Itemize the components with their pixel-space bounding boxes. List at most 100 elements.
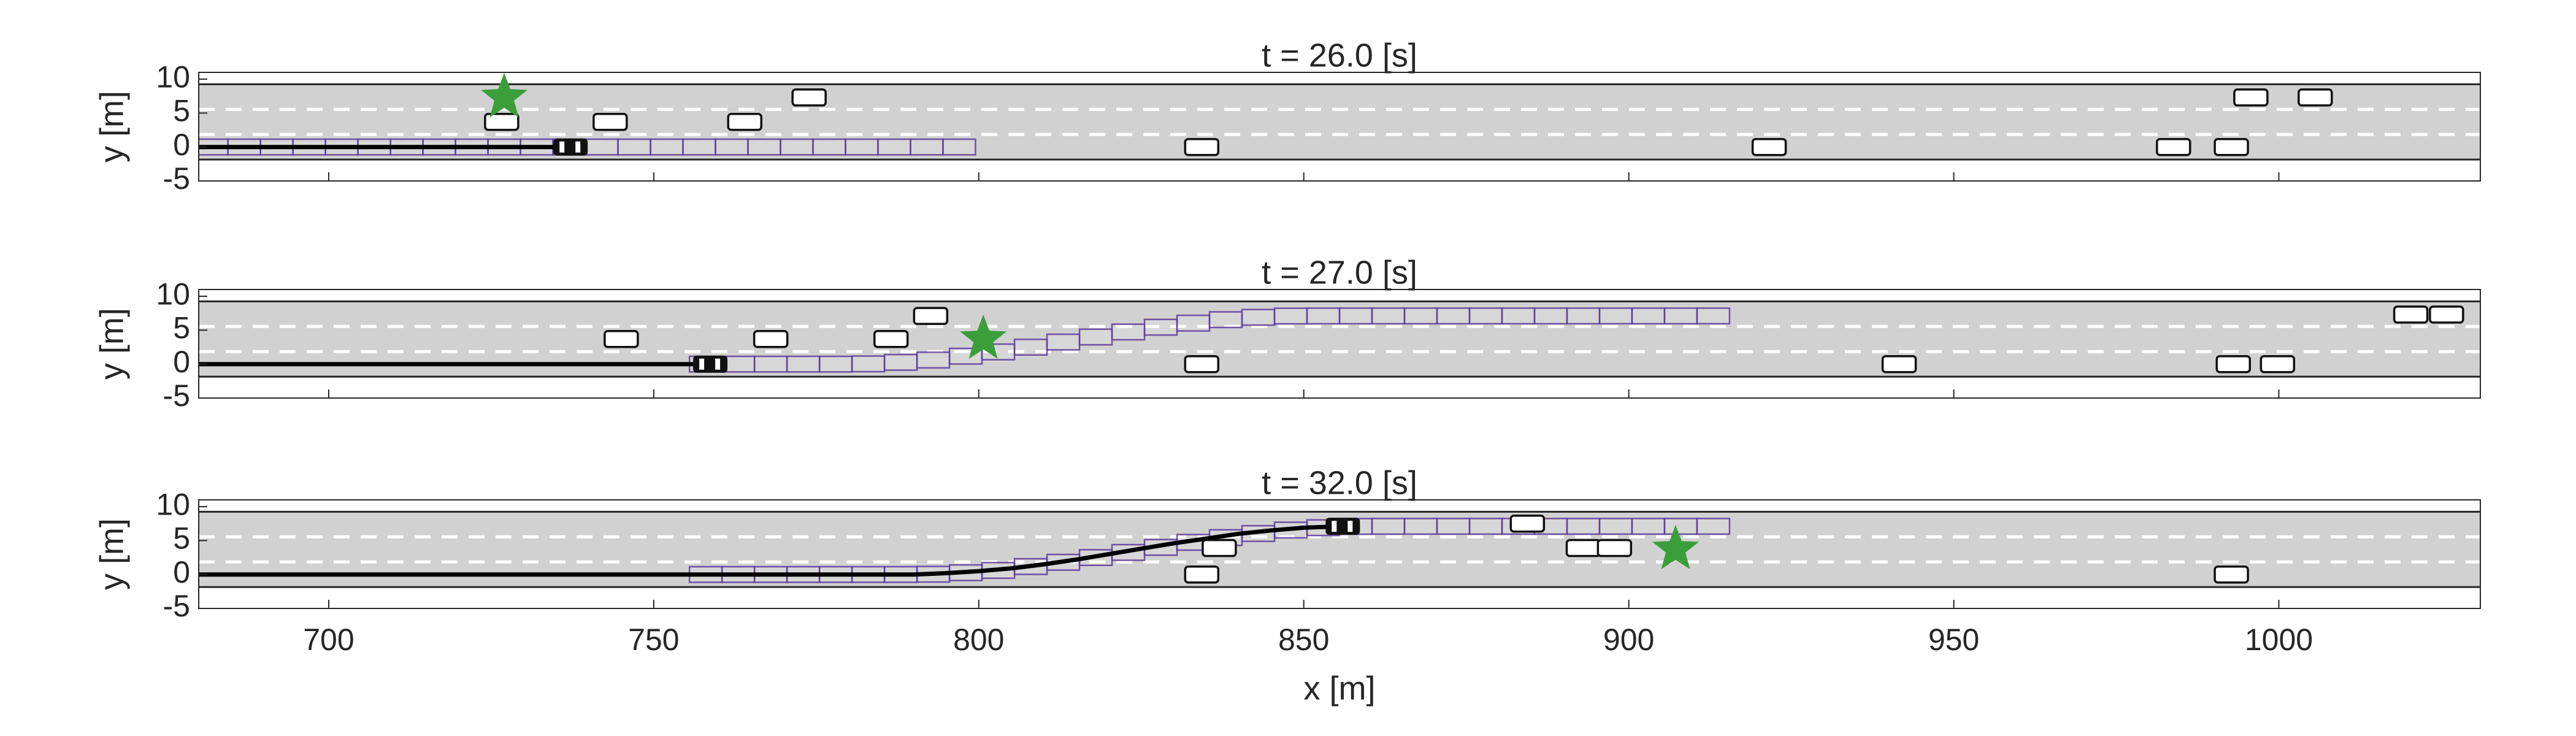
plan-footprint: [747, 138, 781, 156]
x-tick-label: 850: [1278, 623, 1329, 657]
y-tick-label: 10: [156, 487, 190, 521]
axes-frame: [198, 72, 2481, 182]
vehicle: [2214, 137, 2249, 156]
plan-footprint: [1696, 307, 1731, 325]
plan-footprint: [1631, 307, 1666, 325]
plan-footprint: [1111, 323, 1146, 341]
plan-footprint: [1533, 307, 1568, 325]
plan-footprint: [1598, 518, 1633, 535]
plan-footprint: [1468, 307, 1503, 325]
plan-footprint: [883, 353, 918, 371]
y-tick-label: -5: [163, 589, 190, 623]
plan-footprint: [812, 138, 846, 156]
plan-footprint: [942, 138, 976, 156]
vehicle: [1184, 565, 1220, 584]
plan-footprint: [1273, 307, 1308, 325]
vehicle: [484, 113, 519, 131]
plan-footprint: [753, 355, 788, 373]
vehicle: [1202, 539, 1237, 558]
ego-vehicle: [553, 138, 588, 156]
ego-vehicle: [693, 355, 728, 373]
x-tick-label: 750: [628, 623, 679, 657]
x-tick-label: 1000: [2245, 623, 2313, 657]
trajectory: [199, 524, 1343, 577]
plan-footprint: [1338, 307, 1373, 325]
y-tick-label: 0: [173, 128, 190, 162]
y-tick-label: -5: [163, 378, 190, 413]
vehicle: [2429, 305, 2464, 324]
plan-footprint: [1566, 518, 1601, 535]
vehicle: [2215, 355, 2252, 374]
plan-footprint: [1696, 518, 1731, 535]
y-axis-label: y [m]: [93, 91, 130, 163]
plan-footprint: [1046, 333, 1081, 351]
vehicle: [1184, 355, 1220, 374]
vehicle: [2393, 305, 2429, 324]
plot-area: [199, 72, 2480, 161]
y-axis-label: y [m]: [93, 518, 130, 590]
plan-footprint: [1403, 518, 1438, 535]
vehicle: [791, 88, 827, 107]
y-tick-label: 5: [173, 94, 190, 128]
plan-footprint: [1176, 314, 1211, 332]
y-tick-label: 0: [173, 345, 190, 379]
plan-footprint: [1501, 307, 1536, 325]
plan-footprint: [780, 138, 814, 156]
plot-area: [199, 510, 2480, 588]
y-tick-label: 5: [173, 521, 190, 556]
goal-star: [960, 314, 1007, 359]
plan-footprint: [845, 138, 879, 156]
axes-frame: [198, 499, 2481, 609]
plan-footprint: [786, 355, 821, 373]
vehicle: [753, 330, 789, 348]
plan-footprint: [1371, 307, 1406, 325]
y-tick-label: -5: [163, 161, 190, 196]
y-tick-label: 0: [173, 555, 190, 589]
plan-footprint: [585, 138, 619, 156]
plan-footprint: [1436, 307, 1471, 325]
vehicle: [604, 330, 639, 348]
plan-footprint: [877, 138, 911, 156]
x-tick-label: 900: [1603, 623, 1654, 657]
plan-footprint: [818, 355, 853, 373]
y-tick-label: 10: [156, 59, 190, 94]
plan-footprint: [1566, 307, 1601, 325]
plot-area: [199, 300, 2480, 378]
y-tick-label: 10: [156, 277, 190, 311]
vehicle: [1184, 137, 1220, 156]
vehicle: [592, 113, 628, 131]
vehicle: [2260, 355, 2296, 374]
goal-star: [481, 72, 528, 118]
plan-footprint: [1306, 307, 1341, 325]
x-axis-label: x [m]: [1304, 670, 1376, 707]
x-tick-label: 800: [953, 623, 1004, 657]
plan-footprint: [1371, 518, 1406, 535]
vehicle: [2298, 88, 2333, 107]
plan-footprint: [851, 355, 886, 373]
vehicle: [2233, 88, 2269, 107]
y-tick-label: 5: [173, 311, 190, 345]
ego-vehicle: [1325, 518, 1360, 535]
plan-footprint: [1013, 339, 1048, 356]
plan-footprint: [1663, 518, 1698, 535]
vehicle: [727, 113, 763, 131]
plan-footprint: [1143, 318, 1178, 336]
plan-footprint: [910, 138, 944, 156]
plan-footprint: [1241, 309, 1276, 326]
plan-footprint: [916, 351, 951, 369]
subplot-title: t = 26.0 [s]: [1262, 37, 1417, 74]
plan-footprint: [617, 138, 651, 156]
plan-footprint: [715, 138, 749, 156]
subplot-title: t = 32.0 [s]: [1262, 464, 1417, 501]
plan-footprint: [682, 138, 716, 156]
vehicle: [1881, 355, 1917, 374]
vehicle: [873, 330, 909, 348]
subplot-title: t = 27.0 [s]: [1262, 254, 1417, 291]
plan-footprint: [650, 138, 684, 156]
vehicle: [913, 307, 949, 325]
vehicle: [1565, 539, 1601, 558]
vehicle: [1751, 137, 1787, 156]
